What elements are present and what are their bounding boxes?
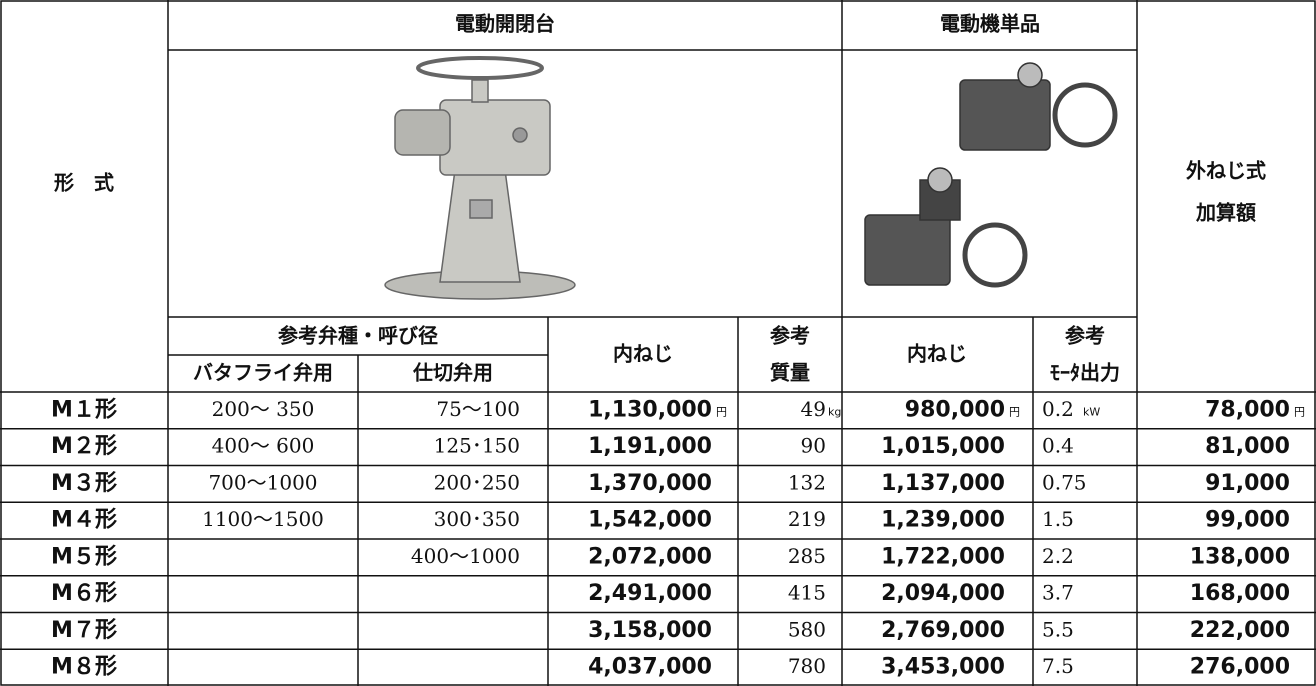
actuator-price: 4,037,000 (588, 655, 712, 680)
motor-price: 2,769,000 (881, 618, 1005, 643)
external-price: 99,000 (1205, 508, 1290, 533)
external-price: 168,000 (1190, 581, 1290, 606)
header-actuator: 電動開閉台 (455, 12, 555, 36)
butterfly-size: 1100〜1500 (202, 507, 324, 531)
external-price: 138,000 (1190, 544, 1290, 569)
motor-price: 980,000 (905, 397, 1005, 422)
external-price: 78,000 (1205, 397, 1290, 422)
external-price: 91,000 (1205, 471, 1290, 496)
weight: 780 (788, 654, 826, 678)
header-gate: 仕切弁用 (412, 361, 493, 385)
weight: 415 (788, 581, 826, 605)
model: M８形 (51, 655, 117, 680)
weight: 90 (801, 434, 826, 458)
actuator-price: 1,191,000 (588, 434, 712, 459)
actuator-price: 3,158,000 (588, 618, 712, 643)
weight: 219 (788, 507, 826, 531)
motor-price: 1,137,000 (881, 471, 1005, 496)
model: M５形 (51, 544, 117, 569)
motor-price: 1,722,000 (881, 544, 1005, 569)
motor-output: 2.2 (1042, 544, 1074, 568)
header-weight: 質量 (770, 361, 810, 385)
unit: 円 (1294, 405, 1305, 418)
unit: 円 (716, 405, 727, 418)
motor-price: 2,094,000 (881, 581, 1005, 606)
model: M２形 (51, 434, 117, 459)
header-external: 加算額 (1195, 201, 1256, 225)
motor-output: 0.75 (1042, 470, 1087, 494)
weight: 49 (801, 397, 826, 421)
weight: 132 (788, 470, 826, 494)
gate-size: 125･150 (434, 434, 520, 458)
butterfly-size: 400〜 600 (212, 434, 315, 458)
model: M４形 (51, 508, 117, 533)
motor-output: 0.4 (1042, 434, 1074, 458)
butterfly-size: 200〜 350 (212, 397, 315, 421)
external-price: 222,000 (1190, 618, 1290, 643)
external-price: 81,000 (1205, 434, 1290, 459)
weight: 285 (788, 544, 826, 568)
motor-photo (864, 62, 1118, 288)
motor-output: 5.5 (1042, 617, 1074, 641)
actuator-price: 2,072,000 (588, 544, 712, 569)
unit: kg (828, 405, 841, 418)
motor-output: 7.5 (1042, 654, 1074, 678)
actuator-price: 1,542,000 (588, 508, 712, 533)
gate-size: 400〜1000 (411, 544, 520, 568)
header-output: 参考 (1065, 324, 1105, 348)
actuator-price: 2,491,000 (588, 581, 712, 606)
actuator-price: 1,130,000 (588, 397, 712, 422)
actuator-photo (384, 56, 576, 300)
motor-output: 0.2 (1042, 397, 1074, 421)
model: M６形 (51, 581, 117, 606)
header-butterfly: バタフライ弁用 (193, 361, 333, 385)
header-motor: 電動機単品 (940, 12, 1040, 36)
header-valve-ref: 参考弁種・呼び径 (278, 324, 438, 348)
header-external: 外ねじ式 (1186, 159, 1266, 183)
motor-output: 3.7 (1042, 581, 1074, 605)
model: M７形 (51, 618, 117, 643)
unit: kW (1083, 405, 1100, 418)
butterfly-size: 700〜1000 (208, 470, 317, 494)
header-weight: 参考 (770, 324, 810, 348)
gate-size: 200･250 (434, 470, 520, 494)
unit: 円 (1009, 405, 1020, 418)
gate-size: 75〜100 (436, 397, 520, 421)
gate-size: 300･350 (434, 507, 520, 531)
motor-output: 1.5 (1042, 507, 1074, 531)
header-output: ﾓｰﾀ出力 (1050, 361, 1120, 385)
header-inner-thread: 内ねじ (613, 342, 673, 366)
motor-price: 1,239,000 (881, 508, 1005, 533)
model: M３形 (51, 471, 117, 496)
header-model: 形 式 (54, 171, 114, 195)
actuator-price: 1,370,000 (588, 471, 712, 496)
weight: 580 (788, 617, 826, 641)
model: M１形 (51, 397, 117, 422)
motor-price: 1,015,000 (881, 434, 1005, 459)
motor-price: 3,453,000 (881, 655, 1005, 680)
external-price: 276,000 (1190, 655, 1290, 680)
header-inner-thread: 内ねじ (907, 342, 967, 366)
